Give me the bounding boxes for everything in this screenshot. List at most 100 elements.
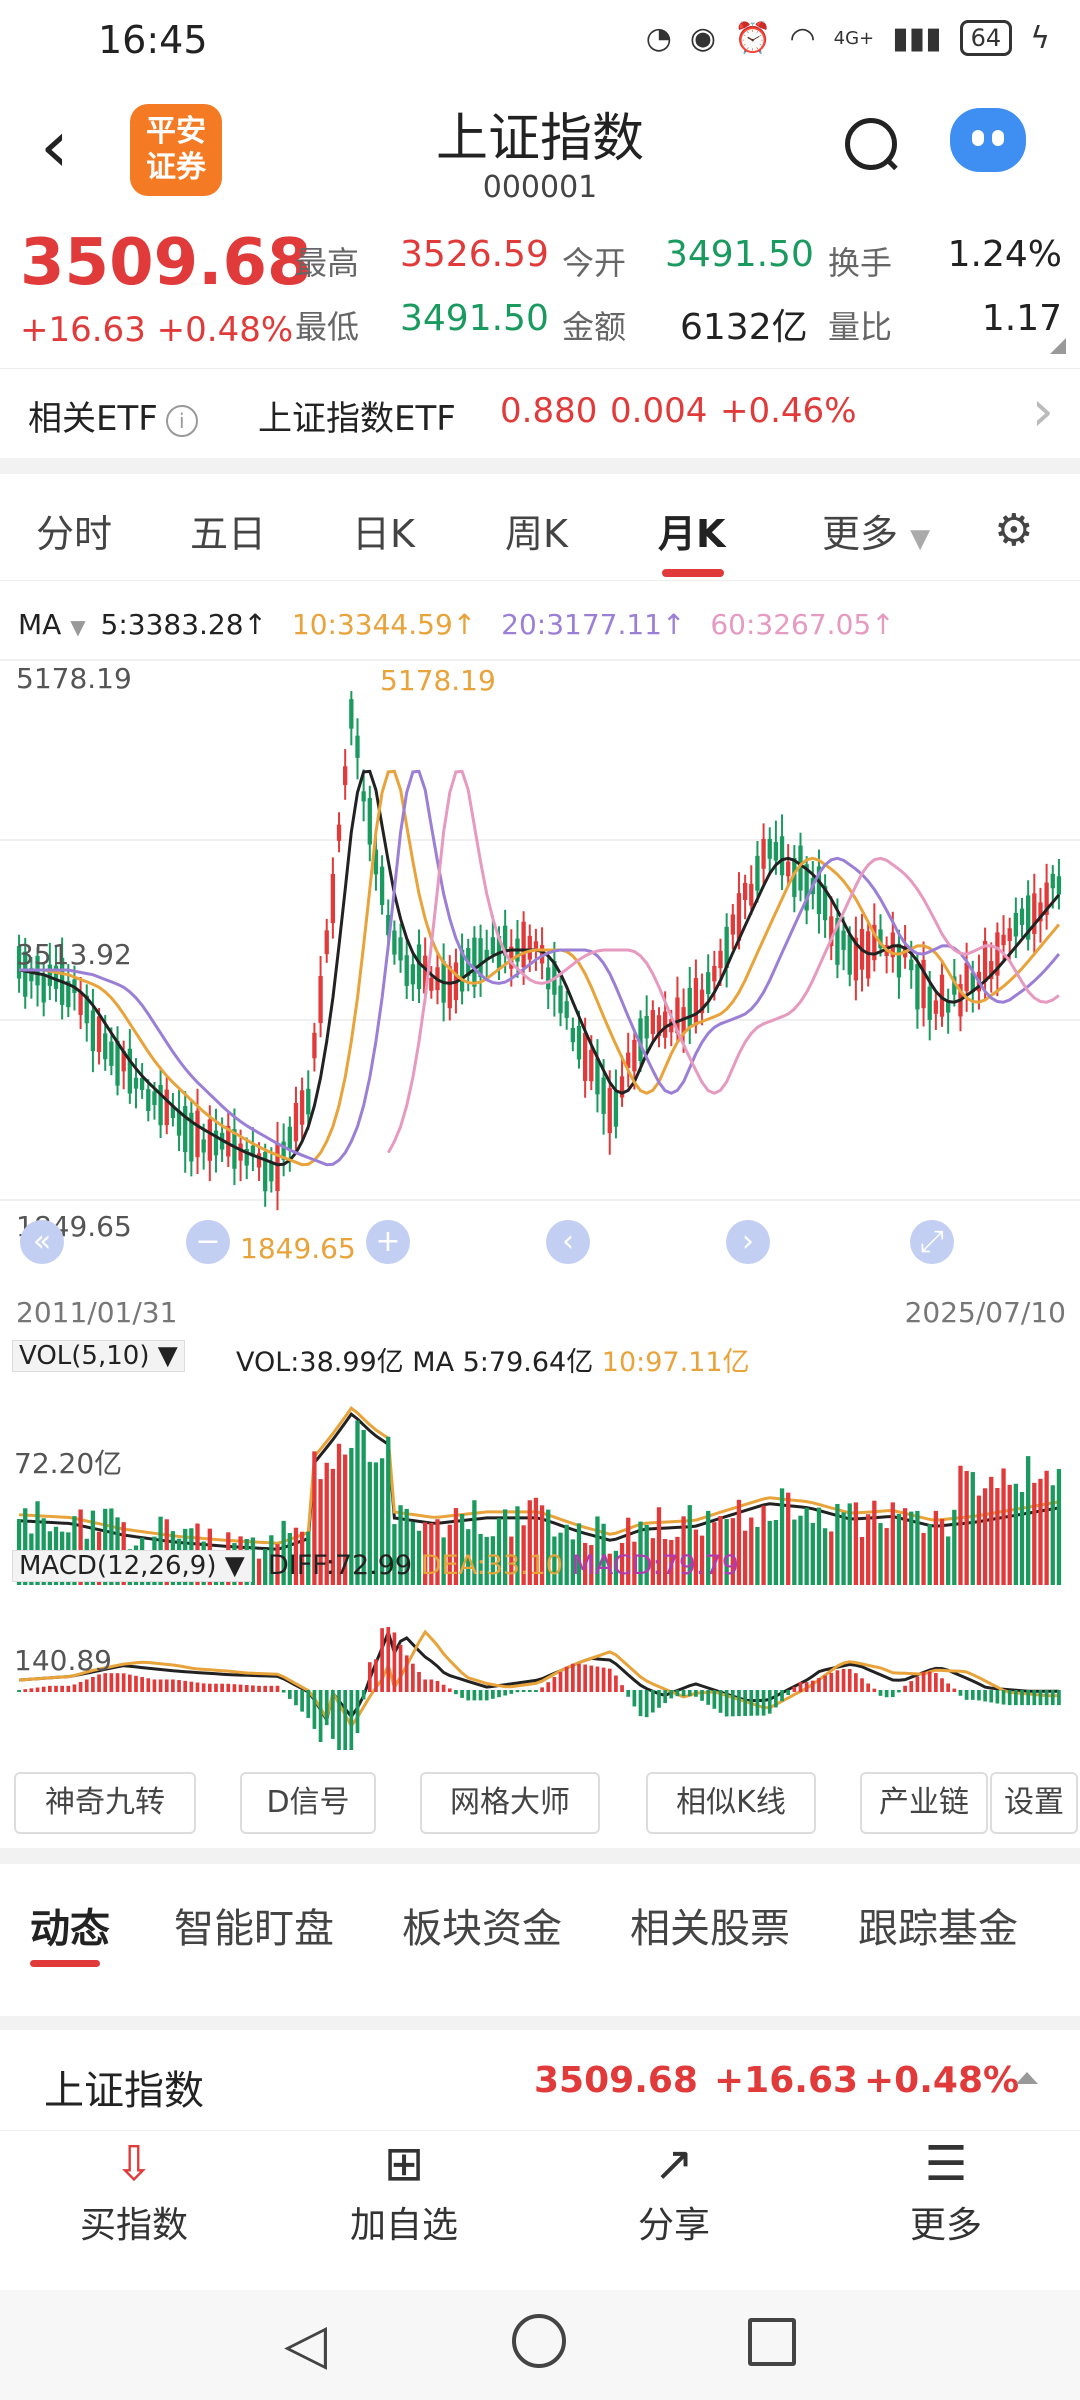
volume-bar: [927, 1524, 932, 1585]
kline-candle: [244, 1149, 249, 1166]
macd-bar: [835, 1670, 840, 1692]
macd-bar: [964, 1690, 969, 1700]
macd-bar: [269, 1685, 274, 1692]
macd-diff: DIFF:72.99: [268, 1550, 413, 1581]
subtab-news[interactable]: 动态: [30, 1906, 110, 1952]
macd-bar: [281, 1690, 286, 1693]
vol-ma10: 10:97.11亿: [601, 1347, 750, 1378]
subtab-tracking-funds[interactable]: 跟踪基金: [858, 1906, 1018, 1952]
volume-bar: [767, 1520, 772, 1585]
volume-bar: [706, 1510, 711, 1585]
volume-bar: [490, 1536, 496, 1585]
fullscreen-button[interactable]: ⤢: [910, 1220, 954, 1264]
divider: [0, 2016, 1080, 2030]
volume-bar: [318, 1479, 323, 1585]
macd-bar: [460, 1690, 464, 1698]
tool-d-signal[interactable]: D信号: [240, 1772, 376, 1834]
tab-monthly-k[interactable]: 月K: [658, 512, 726, 556]
tab-daily-k[interactable]: 日K: [352, 512, 415, 556]
scroll-right-button[interactable]: ›: [726, 1220, 770, 1264]
alarm-icon: ⏰: [734, 20, 772, 56]
volume-bar: [35, 1501, 40, 1585]
corner-expand-icon[interactable]: [1050, 338, 1066, 354]
tool-industry-chain[interactable]: 产业链: [860, 1772, 988, 1834]
volume-bar: [662, 1538, 668, 1585]
macd-values: DIFF:72.99 DEA:33.10 MACD:79.79: [268, 1550, 739, 1581]
kline-candle: [989, 961, 994, 979]
volume-bar: [718, 1515, 723, 1585]
zoom-in-button[interactable]: +: [366, 1220, 410, 1264]
tab-five-day[interactable]: 五日: [190, 512, 267, 556]
kline-candle: [503, 925, 508, 956]
search-icon[interactable]: [845, 118, 897, 170]
kline-candle: [546, 967, 551, 990]
back-icon[interactable]: ‹: [40, 104, 69, 188]
tool-magic-nine[interactable]: 神奇九转: [14, 1772, 196, 1834]
assistant-bot-icon[interactable]: [950, 108, 1026, 172]
macd-bar: [275, 1685, 280, 1692]
scroll-left-button[interactable]: ‹: [546, 1220, 590, 1264]
tab-more[interactable]: 更多 ▼: [822, 503, 930, 558]
network-label: 4G+: [833, 27, 875, 49]
volume-bar: [527, 1500, 532, 1585]
volume-bar: [398, 1505, 403, 1585]
related-etf-row[interactable]: 相关ETF i 上证指数ETF 0.880 0.004 +0.46% ›: [0, 368, 1080, 459]
add-watchlist-button[interactable]: ⊞ 加自选: [314, 2132, 494, 2248]
volume-bar: [632, 1541, 637, 1585]
zoom-out-button[interactable]: −: [186, 1220, 230, 1264]
volume-ma-line: [19, 1412, 1060, 1551]
more-button[interactable]: ☰ 更多: [856, 2132, 1036, 2248]
vol-indicator-selector[interactable]: VOL(5,10) ▼: [12, 1340, 185, 1372]
tool-grid-master[interactable]: 网格大师: [420, 1772, 600, 1834]
nav-back-icon[interactable]: ◁: [284, 2312, 328, 2377]
kline-candle: [872, 924, 877, 961]
macd-bar: [940, 1678, 944, 1692]
subtab-smart-watch[interactable]: 智能盯盘: [174, 1906, 334, 1952]
volume-bar: [416, 1530, 422, 1585]
subtab-related-stocks[interactable]: 相关股票: [630, 1906, 790, 1952]
volume-bar: [822, 1528, 828, 1585]
volume-bar: [330, 1468, 336, 1585]
kline-candle: [558, 985, 563, 1014]
volume-bar: [435, 1519, 440, 1585]
tab-intraday[interactable]: 分时: [36, 512, 113, 556]
open-label: 今开: [562, 244, 627, 282]
volume-bar: [779, 1488, 785, 1585]
gear-icon[interactable]: ⚙: [994, 505, 1034, 556]
tab-weekly-k[interactable]: 周K: [505, 512, 568, 556]
chart-area[interactable]: MA ▼ 5:3383.28↑ 10:3344.59↑ 20:3177.11↑ …: [0, 580, 1080, 1760]
volume-bar: [103, 1508, 108, 1585]
subtab-sector-funds[interactable]: 板块资金: [402, 1906, 562, 1952]
info-icon[interactable]: i: [165, 404, 198, 437]
ma-legend[interactable]: MA ▼ 5:3383.28↑ 10:3344.59↑ 20:3177.11↑ …: [18, 608, 895, 641]
vol-indicator: VOL(5,10): [19, 1341, 150, 1371]
volume-bar: [496, 1518, 502, 1585]
macd-bar: [257, 1685, 261, 1692]
macd-bar: [607, 1668, 612, 1692]
share-button[interactable]: ↗ 分享: [584, 2132, 764, 2248]
rewind-fast-button[interactable]: «: [20, 1220, 64, 1264]
buy-index-button[interactable]: ⇩ 买指数: [44, 2132, 224, 2248]
kline-candle: [410, 964, 416, 985]
tool-settings[interactable]: 设置: [990, 1772, 1078, 1834]
tool-similar-kline[interactable]: 相似K线: [646, 1772, 816, 1834]
nav-recents-icon[interactable]: [748, 2318, 796, 2366]
macd-bar: [47, 1685, 52, 1692]
macd-bar: [244, 1685, 249, 1692]
chevron-right-icon[interactable]: ›: [1031, 379, 1054, 444]
macd-bar: [312, 1690, 317, 1729]
macd-indicator: MACD(12,26,9): [19, 1551, 217, 1581]
volume-bar: [539, 1505, 545, 1585]
nav-home-icon[interactable]: [512, 2314, 566, 2368]
macd-dropdown-icon: ▼: [224, 1551, 245, 1581]
kline-candle: [755, 855, 760, 891]
logo-line1: 平安: [146, 114, 206, 149]
macd-bar: [706, 1690, 711, 1705]
broker-logo[interactable]: 平安 证券: [130, 104, 222, 196]
index-summary-row[interactable]: 上证指数 3509.68 +16.63 +0.48%: [0, 2030, 1080, 2131]
kline-candle: [490, 937, 496, 955]
macd-indicator-selector[interactable]: MACD(12,26,9) ▼: [12, 1550, 252, 1582]
macd-bar: [177, 1680, 181, 1692]
kline-chart[interactable]: [0, 650, 1080, 1750]
kline-candle: [1013, 912, 1019, 937]
